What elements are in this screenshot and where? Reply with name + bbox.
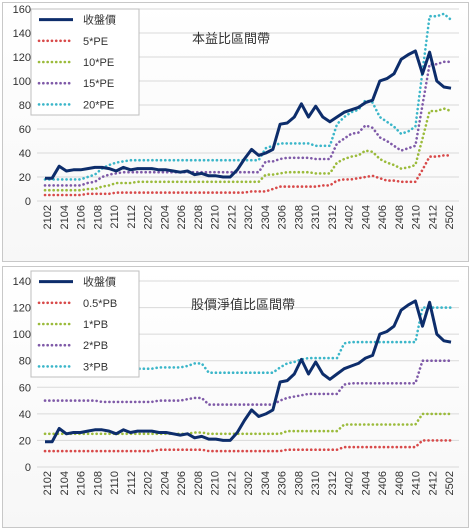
y-tick-label: 20 (19, 172, 31, 184)
x-tick-label: 2410 (411, 205, 423, 229)
x-tick-label: 2402 (344, 205, 356, 229)
x-tick-label: 2104 (59, 205, 71, 229)
x-tick-label: 2210 (210, 205, 222, 229)
x-tick-label: 2108 (92, 205, 104, 229)
series-line-3 (43, 359, 453, 406)
series-line-0 (45, 299, 452, 444)
series-line-4 (43, 12, 453, 181)
x-tick-label: 2404 (360, 471, 372, 495)
x-tick-label: 2102 (42, 205, 54, 229)
x-tick-label: 2302 (243, 205, 255, 229)
legend-label: 收盤價 (83, 275, 116, 289)
pb-band-chart-panel: 0 20 40 60 80 100 120 140 2102 2104 2106 2108 2110 21… (2, 266, 469, 528)
x-tick-label: 2310 (310, 471, 322, 495)
series-line-1 (43, 154, 453, 197)
x-tick-label: 2112 (126, 471, 138, 495)
x-tick-label: 2502 (444, 205, 456, 229)
x-tick-label: 2312 (327, 205, 339, 229)
chart-title: 股價淨值比區間帶 (191, 297, 295, 313)
pe-band-chart-panel: 0 20 40 60 80 100 120 140 160 2102 2104 2106 2108 211… (2, 2, 469, 262)
series-line-3 (43, 60, 453, 187)
legend-label: 3*PB (83, 361, 108, 373)
series-line-0 (45, 49, 452, 180)
legend-label: 20*PE (83, 99, 114, 111)
legend-label: 5*PE (83, 36, 108, 48)
x-tick-label: 2410 (411, 471, 423, 495)
x-tick-label: 2106 (76, 471, 88, 495)
x-tick-label: 2210 (210, 471, 222, 495)
y-tick-label: 0 (25, 462, 31, 474)
x-tick-label: 2408 (394, 471, 406, 495)
x-tick-label: 2206 (176, 205, 188, 229)
x-tick-label: 2112 (126, 205, 138, 229)
y-tick-label: 80 (19, 356, 31, 368)
y-tick-label: 40 (19, 148, 31, 160)
x-tick-label: 2106 (76, 205, 88, 229)
legend-label: 1*PB (83, 319, 108, 331)
y-tick-label: 60 (19, 382, 31, 394)
y-tick-label: 160 (13, 4, 31, 16)
x-tick-label: 2406 (377, 471, 389, 495)
y-tick-label: 0 (25, 196, 31, 208)
x-tick-label: 2204 (159, 205, 171, 229)
y-tick-label: 60 (19, 124, 31, 136)
series-line-2 (43, 107, 453, 192)
x-tick-label: 2310 (310, 205, 322, 229)
x-tick-label: 2108 (92, 471, 104, 495)
x-tick-label: 2412 (427, 471, 439, 495)
y-tick-label: 120 (13, 303, 31, 315)
x-tick-label: 2110 (109, 471, 121, 495)
series-line-1 (43, 439, 453, 453)
pe-band-chart: 0 20 40 60 80 100 120 140 160 2102 2104 2106 2108 211… (13, 4, 459, 229)
y-tick-label: 120 (13, 52, 31, 64)
x-tick-label: 2406 (377, 205, 389, 229)
x-tick-label: 2102 (42, 471, 54, 495)
x-tick-label: 2308 (293, 205, 305, 229)
y-tick-label: 40 (19, 409, 31, 421)
legend-label: 10*PE (83, 57, 114, 69)
x-tick-label: 2104 (59, 471, 71, 495)
y-tick-label: 140 (13, 28, 31, 40)
x-tick-label: 2304 (260, 205, 272, 229)
x-tick-label: 2308 (293, 471, 305, 495)
x-tick-label: 2402 (344, 471, 356, 495)
x-tick-label: 2204 (159, 471, 171, 495)
x-tick-label: 2212 (226, 205, 238, 229)
x-tick-label: 2202 (143, 205, 155, 229)
pb-band-chart: 0 20 40 60 80 100 120 140 2102 2104 2106 2108 2110 21… (13, 270, 459, 495)
y-tick-label: 100 (13, 329, 31, 341)
y-tick-label: 140 (13, 276, 31, 288)
legend-label: 2*PB (83, 340, 108, 352)
y-tick-label: 80 (19, 100, 31, 112)
legend-label: 收盤價 (83, 13, 116, 27)
chart-title: 本益比區間帶 (192, 32, 270, 47)
x-tick-label: 2304 (260, 471, 272, 495)
x-tick-label: 2404 (360, 205, 372, 229)
x-tick-label: 2110 (109, 205, 121, 229)
x-tick-label: 2502 (444, 471, 456, 495)
x-tick-label: 2202 (143, 471, 155, 495)
x-tick-label: 2408 (394, 205, 406, 229)
x-tick-label: 2306 (277, 205, 289, 229)
y-tick-label: 100 (13, 76, 31, 88)
x-tick-label: 2206 (176, 471, 188, 495)
x-tick-label: 2212 (226, 471, 238, 495)
x-tick-label: 2306 (277, 471, 289, 495)
x-tick-label: 2312 (327, 471, 339, 495)
legend-label: 0.5*PB (83, 298, 117, 310)
x-tick-label: 2412 (427, 205, 439, 229)
x-tick-label: 2302 (243, 471, 255, 495)
legend-label: 15*PE (83, 78, 114, 90)
x-tick-label: 2208 (193, 205, 205, 229)
x-tick-label: 2208 (193, 471, 205, 495)
y-tick-label: 20 (19, 435, 31, 447)
